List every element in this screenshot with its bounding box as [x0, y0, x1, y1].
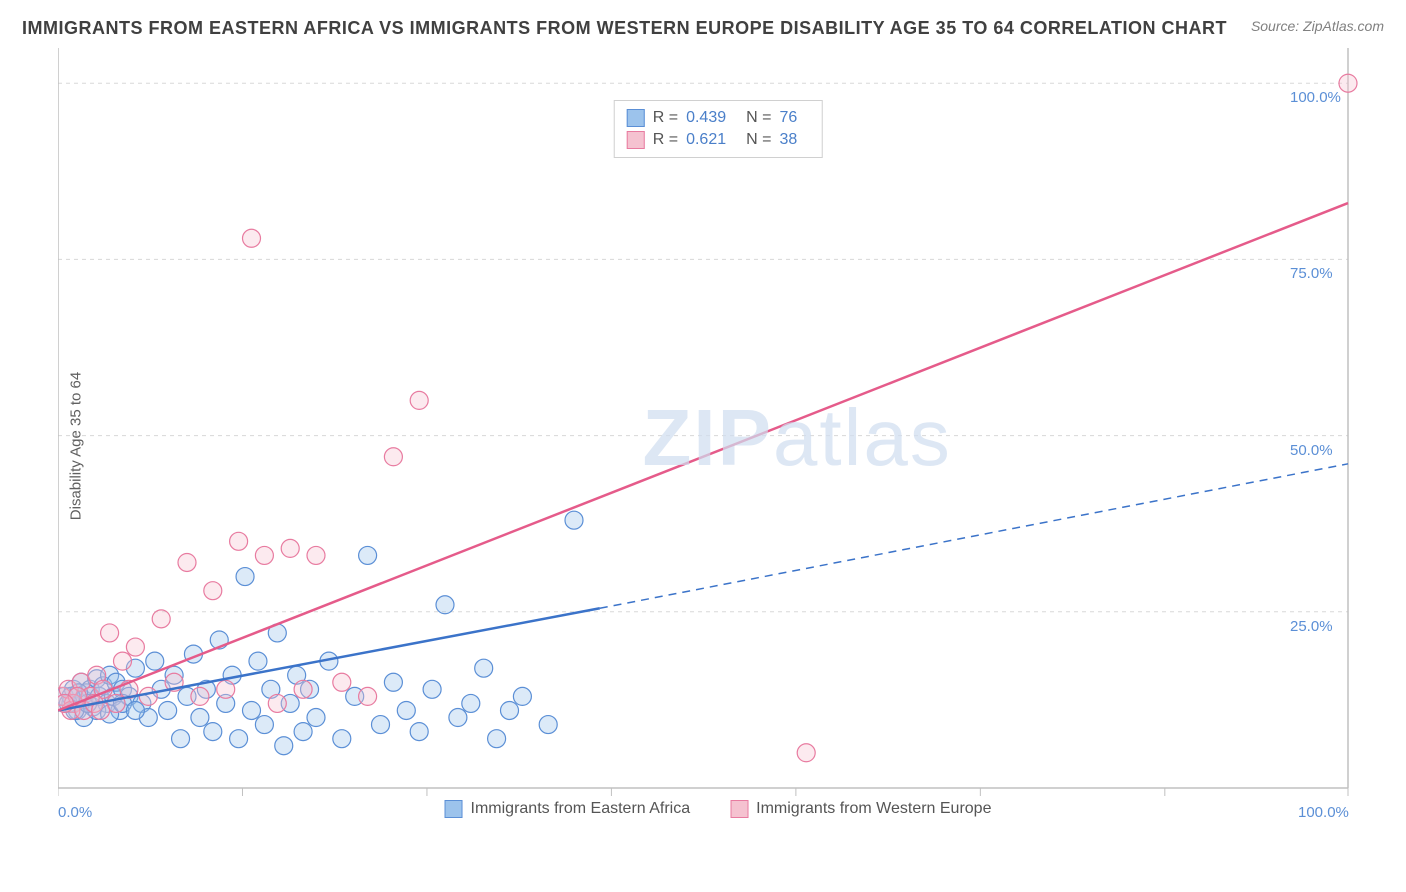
- n-value: 38: [779, 131, 797, 149]
- chart-area: ZIPatlas R =0.439N =76R =0.621N =38 0.0%…: [58, 48, 1378, 828]
- chart-title: IMMIGRANTS FROM EASTERN AFRICA VS IMMIGR…: [22, 18, 1227, 39]
- r-value: 0.621: [686, 131, 726, 149]
- source-attribution: Source: ZipAtlas.com: [1251, 18, 1384, 34]
- n-label: N =: [746, 131, 771, 149]
- y-tick-label: 100.0%: [1290, 89, 1341, 106]
- scatter-plot: [58, 48, 1378, 828]
- r-label: R =: [653, 131, 678, 149]
- legend-stat-row: R = 0.621 N = 38: [627, 129, 810, 151]
- legend-swatch: [627, 131, 645, 149]
- y-tick-label: 25.0%: [1290, 618, 1333, 635]
- legend-series-label: Immigrants from Eastern Africa: [471, 800, 691, 818]
- legend-series-item: Immigrants from Eastern Africa: [445, 800, 691, 818]
- legend-stat-row: R = 0.439 N = 76: [627, 107, 810, 129]
- x-tick-label: 0.0%: [58, 804, 92, 821]
- legend-series-label: Immigrants from Western Europe: [756, 800, 991, 818]
- legend-swatch: [730, 800, 748, 818]
- legend-series-item: Immigrants from Western Europe: [730, 800, 991, 818]
- series-legend: Immigrants from Eastern Africa Immigrants…: [445, 800, 992, 818]
- x-tick-label: 100.0%: [1298, 804, 1349, 821]
- y-tick-label: 50.0%: [1290, 442, 1333, 459]
- legend-swatch: [445, 800, 463, 818]
- legend-swatch: [627, 109, 645, 127]
- correlation-legend: R = 0.439 N = 76 R = 0.621 N = 38: [614, 100, 823, 158]
- y-tick-label: 75.0%: [1290, 265, 1333, 282]
- n-value: 76: [779, 109, 797, 127]
- r-label: R =: [653, 109, 678, 127]
- n-label: N =: [746, 109, 771, 127]
- r-value: 0.439: [686, 109, 726, 127]
